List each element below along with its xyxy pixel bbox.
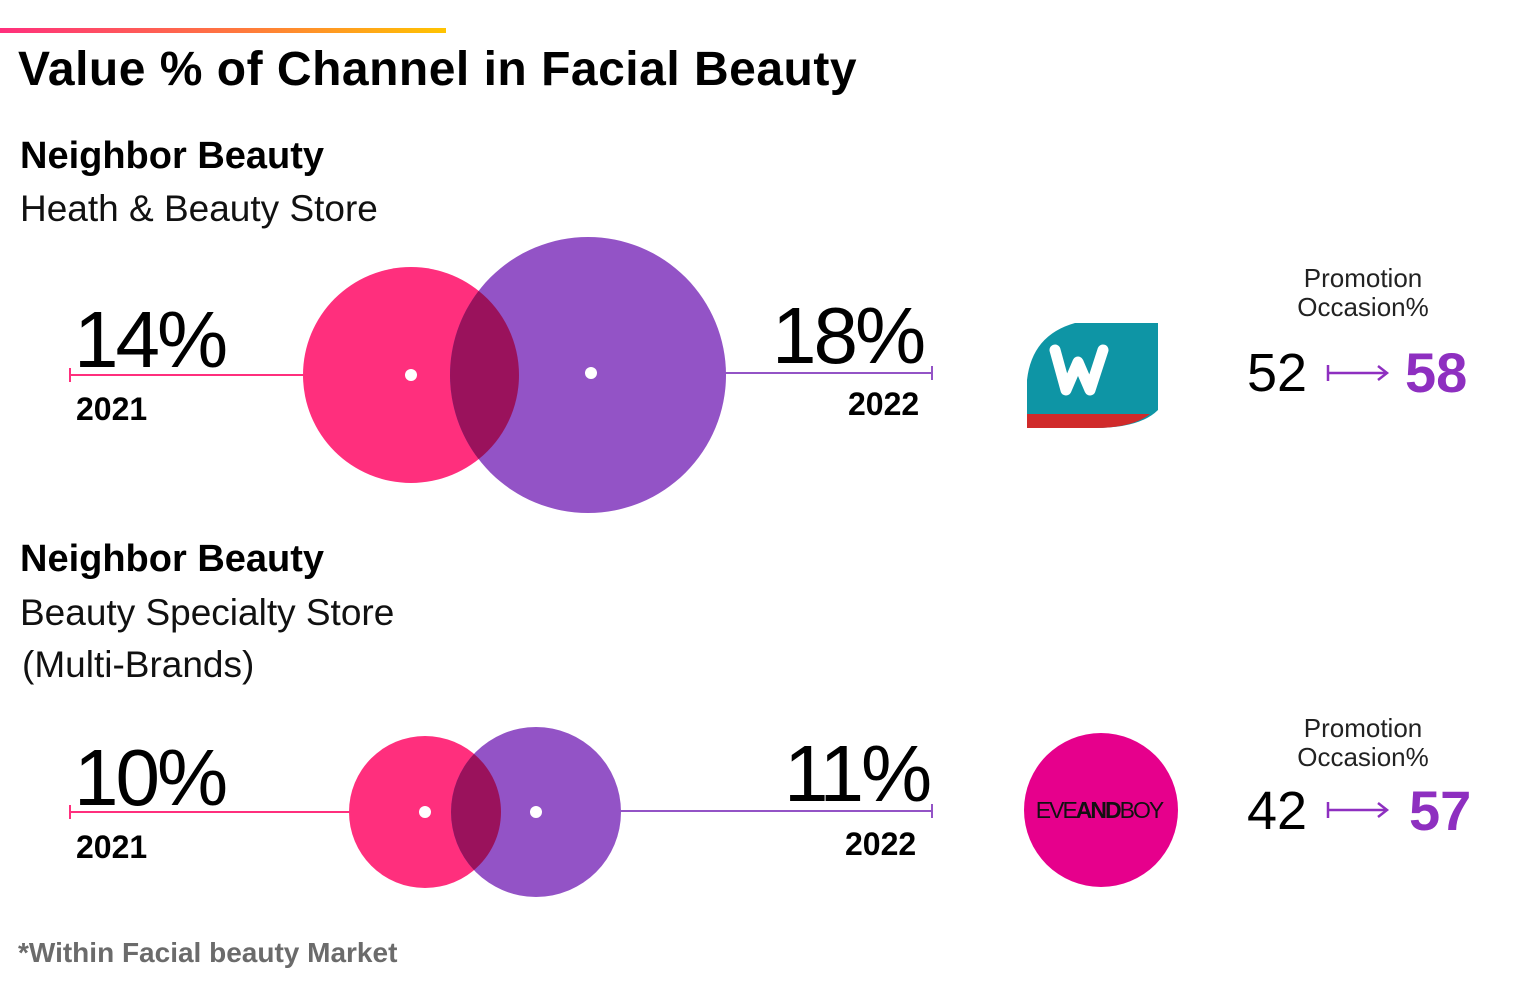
section-1-year-2021: 2021: [76, 391, 148, 427]
section-2-year-2022: 2022: [845, 826, 917, 862]
section-1-promo-to: 58: [1405, 341, 1468, 404]
section-1-value-2022: 18%: [772, 291, 926, 380]
eveandboy-logo-icon: EVEANDBOY: [1024, 733, 1178, 887]
section-2-year-2021: 2021: [76, 829, 148, 865]
section-2-heading: Neighbor Beauty: [20, 538, 325, 580]
section-1-year-2022: 2022: [848, 386, 920, 422]
section-2-promo-arrow-icon: [1326, 802, 1390, 818]
section-1-bubble-overlap: [449, 290, 520, 460]
section-2-subtitle-line2: (Multi-Brands): [22, 644, 255, 685]
section-2-promo-from: 42: [1247, 781, 1308, 841]
title-accent-bar: [0, 28, 446, 33]
section-1-promo-label-line1: Promotion: [1303, 263, 1423, 293]
section-2-promo-label-line1: Promotion: [1303, 713, 1423, 743]
eveandboy-logo-text: EVEANDBOY: [1036, 797, 1164, 823]
section-2-value-2021: 10%: [74, 733, 228, 822]
section-2-dot-2021: [419, 806, 431, 818]
page-title: Value % of Channel in Facial Beauty: [18, 43, 858, 96]
footnote: *Within Facial beauty Market: [18, 937, 398, 968]
section-2-dot-2022: [530, 806, 542, 818]
section-2-promo-label: Promotion Occasion%: [1268, 714, 1458, 772]
section-1-value-2021: 14%: [74, 295, 228, 384]
section-1-heading: Neighbor Beauty: [20, 135, 325, 177]
section-1-promo-label: Promotion Occasion%: [1268, 264, 1458, 322]
section-1-promo-arrow-icon: [1326, 365, 1390, 381]
section-1-dot-2021: [405, 369, 417, 381]
section-1-promo-from: 52: [1247, 343, 1308, 403]
section-1-bubbles: [69, 237, 933, 513]
section-2-bubbles: [69, 727, 933, 897]
section-1-subtitle: Heath & Beauty Store: [20, 188, 378, 229]
watsons-logo-icon: [1027, 323, 1158, 428]
section-2-promo-label-line2: Occasion%: [1297, 742, 1429, 772]
section-2-promo-to: 57: [1409, 779, 1472, 842]
section-1-dot-2022: [585, 367, 597, 379]
section-2-subtitle-line1: Beauty Specialty Store: [20, 592, 395, 633]
section-2-value-2022: 11%: [784, 729, 932, 818]
section-2-bubble-overlap: [450, 753, 501, 871]
section-1-promo-label-line2: Occasion%: [1297, 292, 1429, 322]
